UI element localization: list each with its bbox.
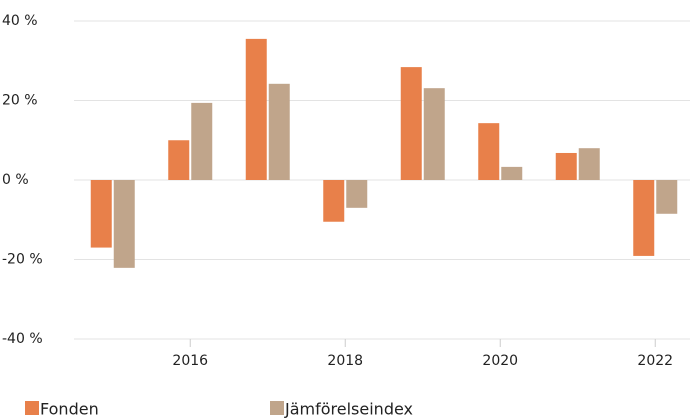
bar <box>478 123 500 180</box>
bar <box>633 180 655 256</box>
x-tick-label: 2022 <box>637 353 673 369</box>
y-tick-label: 20 % <box>2 93 38 109</box>
bar <box>578 148 600 180</box>
x-tick-label: 2020 <box>482 353 518 369</box>
legend-swatch <box>25 401 39 415</box>
bar <box>501 166 523 180</box>
bar <box>168 140 190 180</box>
y-tick-label: 0 % <box>2 172 29 188</box>
bar <box>90 180 112 248</box>
legend-swatch <box>270 401 284 415</box>
x-tick-label: 2016 <box>172 353 208 369</box>
bar <box>245 38 267 181</box>
bar <box>400 67 422 180</box>
y-tick-label: 40 % <box>2 13 38 29</box>
bar <box>268 83 290 180</box>
bar <box>346 180 368 208</box>
legend-label: Jämförelseindex <box>284 400 413 419</box>
bar <box>323 180 345 222</box>
y-tick-label: -40 % <box>2 331 43 347</box>
legend-label: Fonden <box>40 400 99 419</box>
bar <box>191 102 213 180</box>
y-tick-label: -20 % <box>2 252 43 268</box>
bar <box>423 88 445 180</box>
bar <box>555 152 577 180</box>
bar <box>656 180 678 214</box>
bar <box>113 180 135 268</box>
x-tick-label: 2018 <box>327 353 363 369</box>
